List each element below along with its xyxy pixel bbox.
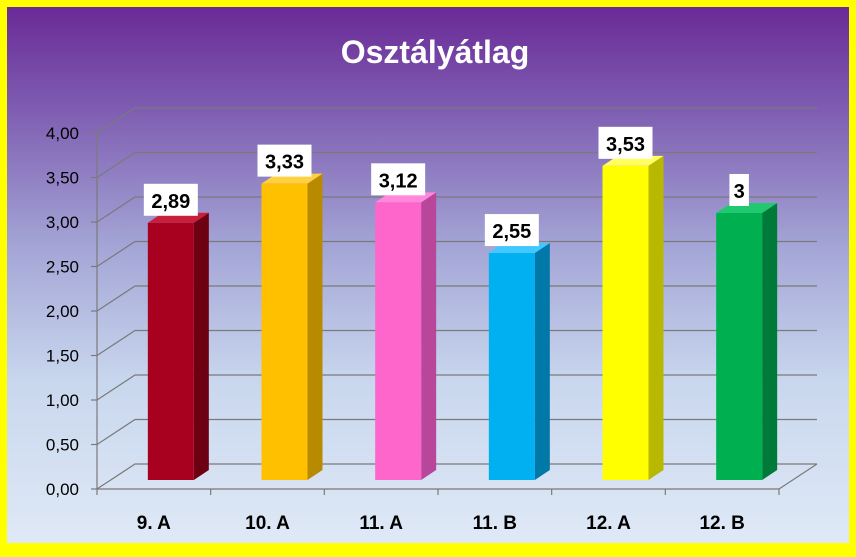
y-tick-label: 0,00 bbox=[46, 480, 79, 499]
data-label: 3 bbox=[729, 174, 749, 206]
data-label-text: 3 bbox=[734, 181, 745, 203]
bar-front bbox=[716, 213, 763, 480]
bar-front bbox=[488, 253, 535, 480]
bar-front bbox=[375, 202, 422, 480]
data-label-text: 3,33 bbox=[265, 152, 304, 174]
bar-side bbox=[193, 212, 209, 481]
bar bbox=[261, 173, 323, 480]
axes bbox=[91, 132, 818, 495]
bars bbox=[147, 155, 778, 481]
y-tick-label: 2,00 bbox=[46, 302, 79, 321]
data-label-text: 3,12 bbox=[379, 170, 418, 192]
data-labels: 2,89 3,33 3,12 2,55 3,53 3 bbox=[143, 126, 749, 247]
gridline bbox=[96, 285, 817, 312]
bar-front bbox=[602, 165, 649, 480]
gridline bbox=[96, 151, 817, 179]
data-label-box bbox=[729, 174, 749, 206]
data-label: 3,12 bbox=[371, 163, 426, 196]
bar-side bbox=[762, 203, 778, 480]
y-tick-label: 2,50 bbox=[46, 258, 79, 277]
bar-side bbox=[534, 243, 550, 480]
gridline bbox=[96, 196, 817, 223]
bar bbox=[147, 212, 209, 481]
x-tick-label: 12. B bbox=[699, 513, 744, 534]
data-label: 2,89 bbox=[143, 183, 198, 216]
bar-side bbox=[421, 192, 437, 480]
data-label-box bbox=[598, 126, 653, 159]
bar-front bbox=[147, 222, 194, 481]
data-label-text: 3,53 bbox=[606, 134, 645, 156]
chart-title: Osztályátlag bbox=[341, 34, 530, 70]
bar bbox=[602, 155, 664, 480]
data-label: 2,55 bbox=[484, 214, 539, 247]
x-tick-labels: 9. A 10. A 11. A 11. B 12. A 12. B bbox=[137, 513, 745, 534]
gridlines bbox=[96, 107, 817, 490]
bar-side bbox=[648, 155, 664, 480]
x-tick-label: 11. A bbox=[359, 513, 403, 534]
gridline bbox=[96, 418, 817, 446]
data-label-text: 2,89 bbox=[151, 191, 190, 213]
data-label-text: 2,55 bbox=[492, 221, 531, 243]
y-tick-label: 1,50 bbox=[46, 347, 79, 366]
data-label: 3,53 bbox=[598, 126, 653, 159]
gridline bbox=[96, 107, 817, 134]
data-label: 3,33 bbox=[257, 144, 312, 177]
x-tick-label: 12. A bbox=[586, 513, 631, 534]
y-tick-label: 1,00 bbox=[46, 391, 79, 410]
bar bbox=[488, 243, 550, 480]
y-tick-label: 0,50 bbox=[46, 436, 79, 455]
bar bbox=[716, 203, 778, 480]
gridline bbox=[96, 329, 817, 357]
floor-edge bbox=[778, 463, 818, 490]
data-label-box bbox=[143, 183, 198, 216]
y-tick-label: 4,00 bbox=[46, 124, 79, 143]
bar-chart: Osztályátlag 0,00 0,50 1,00 1,50 2,00 2,50 3,0… bbox=[46, 34, 818, 534]
bar-front bbox=[261, 183, 308, 480]
gridline bbox=[96, 463, 817, 490]
bar-side bbox=[307, 173, 323, 480]
data-label-box bbox=[371, 163, 426, 196]
data-label-box bbox=[484, 214, 539, 247]
x-tick-label: 11. B bbox=[473, 513, 517, 534]
data-label-box bbox=[257, 144, 312, 177]
y-tick-labels: 0,00 0,50 1,00 1,50 2,00 2,50 3,00 3,50 4,00 bbox=[46, 124, 79, 499]
gridline bbox=[96, 240, 817, 268]
y-tick-label: 3,50 bbox=[46, 169, 79, 188]
x-tick-label: 9. A bbox=[137, 513, 171, 534]
gridline bbox=[96, 374, 817, 401]
y-tick-label: 3,00 bbox=[46, 213, 79, 232]
x-tick-label: 10. A bbox=[245, 513, 290, 534]
bar bbox=[375, 192, 437, 480]
